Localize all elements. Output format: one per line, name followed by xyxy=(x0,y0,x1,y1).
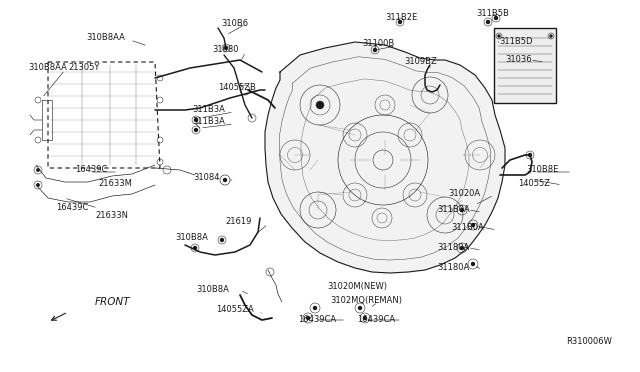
Text: 311B0A: 311B0A xyxy=(451,224,484,232)
Polygon shape xyxy=(265,42,505,273)
Bar xyxy=(494,28,556,103)
Text: 310B8A: 310B8A xyxy=(175,234,208,243)
Text: 21633M: 21633M xyxy=(98,179,132,187)
Text: 14055Z: 14055Z xyxy=(518,179,550,187)
Text: 311B5B: 311B5B xyxy=(476,10,509,19)
Text: 311B3A: 311B3A xyxy=(192,106,225,115)
Circle shape xyxy=(36,169,39,171)
Text: 311B0A: 311B0A xyxy=(437,205,470,215)
Text: 31036: 31036 xyxy=(505,55,532,64)
Circle shape xyxy=(495,16,497,19)
Circle shape xyxy=(193,247,196,250)
Circle shape xyxy=(461,208,463,212)
Text: 31020M(NEW): 31020M(NEW) xyxy=(327,282,387,292)
Text: 310B6: 310B6 xyxy=(221,19,248,28)
Circle shape xyxy=(195,119,198,122)
Text: 16439C: 16439C xyxy=(75,166,108,174)
Text: 14055ZA: 14055ZA xyxy=(216,305,253,314)
Circle shape xyxy=(221,238,223,241)
Circle shape xyxy=(36,184,39,186)
Text: 16439CA: 16439CA xyxy=(357,315,395,324)
Text: 310B8E: 310B8E xyxy=(526,166,558,174)
Text: 310B8AA: 310B8AA xyxy=(86,33,125,42)
Text: 310B8AA: 310B8AA xyxy=(28,64,67,73)
Circle shape xyxy=(461,247,463,250)
Circle shape xyxy=(225,46,227,49)
Text: 3109BZ: 3109BZ xyxy=(404,58,436,67)
Text: 31080: 31080 xyxy=(212,45,239,55)
Text: FRONT: FRONT xyxy=(95,297,131,307)
Text: 14055ZB: 14055ZB xyxy=(218,83,256,93)
Text: 311B5D: 311B5D xyxy=(499,38,532,46)
Text: 31180A: 31180A xyxy=(437,263,469,273)
Text: 21305Y: 21305Y xyxy=(68,64,99,73)
Circle shape xyxy=(472,263,474,266)
Text: 310B8A: 310B8A xyxy=(196,285,229,294)
Text: 31100B: 31100B xyxy=(362,39,394,48)
Text: 16439C: 16439C xyxy=(56,202,88,212)
Circle shape xyxy=(223,179,227,182)
Circle shape xyxy=(486,20,490,23)
Circle shape xyxy=(195,128,198,131)
Text: 16439CA: 16439CA xyxy=(298,315,336,324)
Text: 311B2E: 311B2E xyxy=(385,13,417,22)
Text: 21619: 21619 xyxy=(225,218,252,227)
Text: R310006W: R310006W xyxy=(566,337,612,346)
Circle shape xyxy=(374,48,376,51)
Text: 31084: 31084 xyxy=(193,173,220,183)
Circle shape xyxy=(529,154,531,157)
Text: 31180A: 31180A xyxy=(437,244,469,253)
Text: 311B3A: 311B3A xyxy=(192,118,225,126)
Circle shape xyxy=(472,224,474,227)
Text: 31020A: 31020A xyxy=(448,189,480,198)
Circle shape xyxy=(550,35,552,37)
Circle shape xyxy=(399,20,401,23)
Circle shape xyxy=(316,101,324,109)
Text: 3102MQ(REMAN): 3102MQ(REMAN) xyxy=(330,295,402,305)
Circle shape xyxy=(364,317,367,320)
Text: 21633N: 21633N xyxy=(95,211,128,219)
Circle shape xyxy=(498,35,500,37)
Circle shape xyxy=(314,307,317,310)
Circle shape xyxy=(307,317,310,320)
Circle shape xyxy=(358,307,362,310)
